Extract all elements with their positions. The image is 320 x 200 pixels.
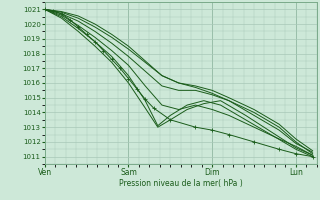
X-axis label: Pression niveau de la mer( hPa ): Pression niveau de la mer( hPa ) — [119, 179, 243, 188]
